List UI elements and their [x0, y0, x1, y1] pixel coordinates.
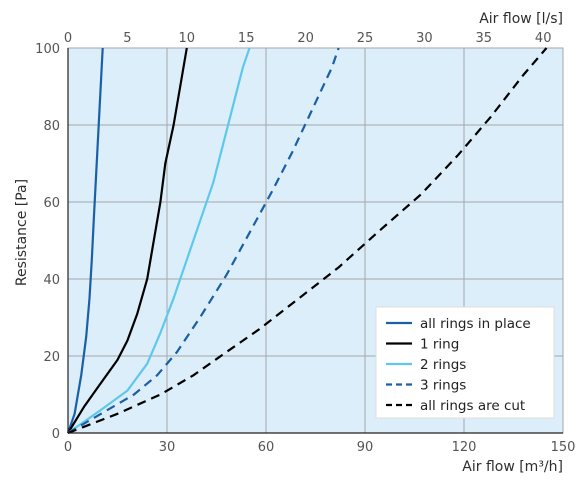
x-top-tick-label: 20: [297, 31, 314, 46]
x-top-axis-label: Air flow [l/s]: [479, 11, 563, 27]
x-bottom-tick-label: 0: [64, 440, 72, 455]
x-top-tick-label: 40: [535, 31, 552, 46]
tick-labels: 0 30 60 90 120 150 0 5 10 15 20 25 30 35 40 0 20 40 60 80 10…: [35, 31, 575, 455]
x-top-tick-label: 35: [476, 31, 493, 46]
x-top-tick-label: 25: [357, 31, 374, 46]
y-axis-label: Resistance [Pa]: [14, 179, 30, 286]
y-tick-label: 100: [35, 42, 60, 57]
y-tick-label: 40: [43, 273, 60, 288]
x-bottom-tick-label: 30: [159, 440, 176, 455]
x-top-tick-label: 15: [238, 31, 255, 46]
series-line-5: [67, 47, 548, 435]
y-tick-label: 60: [43, 196, 60, 211]
x-top-tick-label: 10: [179, 31, 196, 46]
series-line-3: [67, 47, 251, 434]
x-top-tick-label: 30: [416, 31, 433, 46]
legend-label: all rings are cut: [420, 398, 525, 414]
x-bottom-tick-label: 90: [357, 440, 374, 455]
legend-label: 1 ring: [420, 337, 459, 353]
y-tick-label: 80: [43, 119, 60, 134]
x-top-tick-label: 5: [123, 31, 131, 46]
y-tick-label: 0: [52, 427, 60, 442]
legend-label: 3 rings: [420, 378, 466, 394]
legend: all rings in place 1 ring 2 rings 3 rings al…: [375, 306, 555, 419]
y-tick-label: 20: [43, 350, 60, 365]
x-bottom-tick-label: 120: [452, 440, 477, 455]
axes: [67, 48, 563, 434]
x-bottom-tick-label: 150: [551, 440, 576, 455]
legend-box: [375, 306, 555, 419]
legend-label: all rings in place: [420, 316, 531, 332]
x-bottom-tick-label: 60: [258, 440, 275, 455]
legend-label: 2 rings: [420, 357, 466, 373]
series-line-1: [66, 47, 104, 434]
x-top-tick-label: 0: [64, 31, 72, 46]
series-line-2: [67, 47, 188, 434]
series-group: [66, 47, 548, 435]
x-bottom-axis-label: Air flow [m³/h]: [462, 459, 563, 475]
series-line-4: [67, 47, 340, 434]
